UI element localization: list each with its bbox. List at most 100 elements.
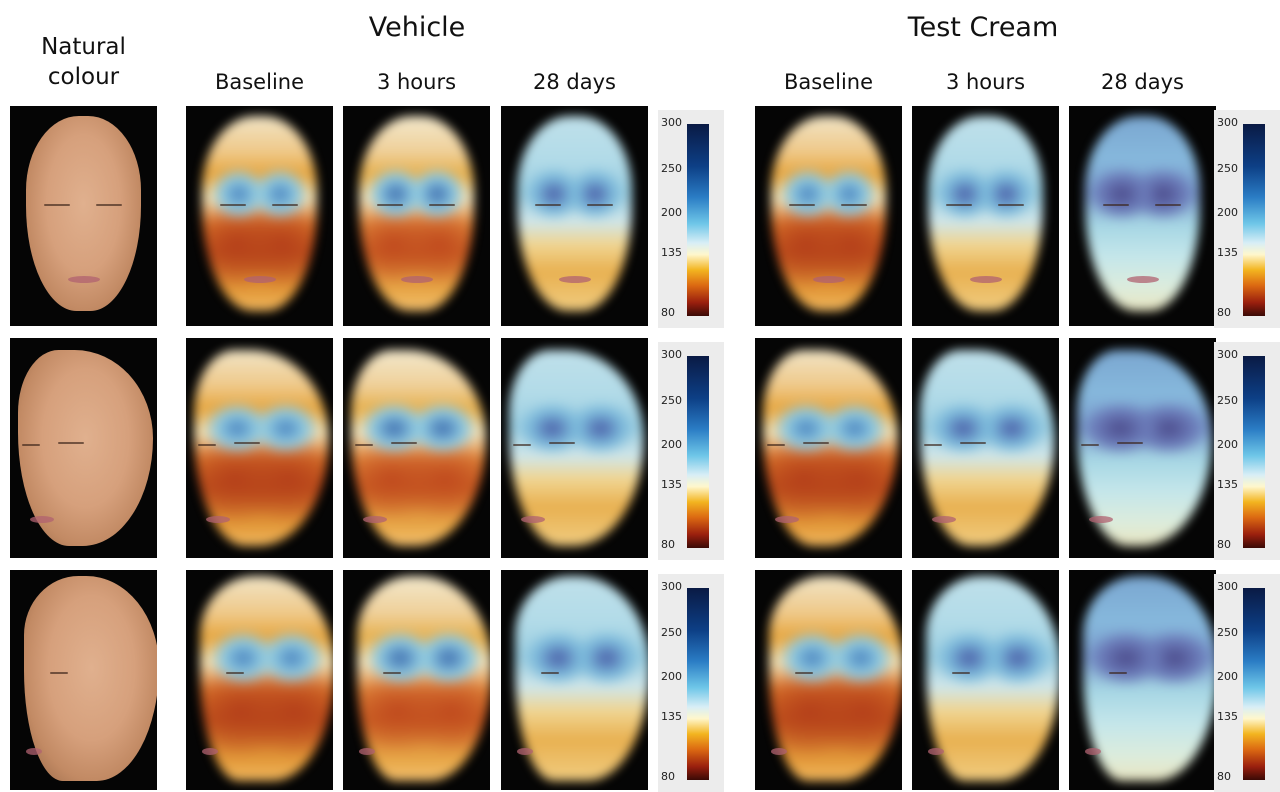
hydration-overlay xyxy=(357,576,490,781)
cream-3-hours-title: 3 hours xyxy=(945,70,1026,94)
lips xyxy=(521,516,545,523)
eye xyxy=(226,672,244,674)
face xyxy=(769,576,902,781)
cream-3-hours-heatmap-profile xyxy=(912,570,1059,790)
hydration-overlay xyxy=(1083,576,1216,781)
vehicle-baseline-title: Baseline xyxy=(214,70,305,94)
scale-tick-label: 200 xyxy=(1217,438,1238,451)
lips xyxy=(401,276,433,283)
right-eye xyxy=(391,442,417,444)
lips xyxy=(928,748,944,755)
colour-scale-bar xyxy=(687,124,709,316)
scale-tick-label: 300 xyxy=(1217,580,1238,593)
cream-colour-scale-profile: 300 250 200 135 80 xyxy=(1214,574,1280,792)
hydration-overlay xyxy=(515,576,648,781)
cream-28-days-heatmap-three-quarter xyxy=(1069,338,1216,558)
right-eye xyxy=(234,442,260,444)
right-eye xyxy=(549,442,575,444)
vehicle-group-title: Vehicle xyxy=(368,12,466,43)
right-eye xyxy=(960,442,986,444)
face xyxy=(517,116,632,311)
scale-tick-label: 135 xyxy=(1217,710,1238,723)
right-eye xyxy=(587,204,613,206)
face xyxy=(194,350,329,546)
hydration-overlay xyxy=(763,350,898,546)
scale-tick-label: 200 xyxy=(661,438,682,451)
cream-3-hours-heatmap-three-quarter xyxy=(912,338,1059,558)
left-eye xyxy=(946,204,972,206)
lips xyxy=(244,276,276,283)
left-eye xyxy=(22,444,40,446)
hydration-overlay xyxy=(509,350,644,546)
right-eye xyxy=(998,204,1024,206)
natural-photo-profile xyxy=(10,570,157,790)
scale-tick-label: 80 xyxy=(661,770,675,783)
vehicle-baseline-heatmap-three-quarter xyxy=(186,338,333,558)
lips xyxy=(775,516,799,523)
scale-tick-label: 300 xyxy=(1217,116,1238,129)
face xyxy=(928,116,1043,311)
lips xyxy=(1089,516,1113,523)
scale-tick-label: 300 xyxy=(1217,348,1238,361)
left-eye xyxy=(44,204,70,206)
scale-tick-label: 200 xyxy=(1217,670,1238,683)
left-eye xyxy=(513,444,531,446)
colour-scale-bar xyxy=(1243,588,1265,780)
natural-colour-title-line2: colour xyxy=(47,64,120,90)
colour-scale-bar xyxy=(1243,124,1265,316)
right-eye xyxy=(429,204,455,206)
face xyxy=(18,350,153,546)
vehicle-28-days-title: 28 days xyxy=(533,70,616,94)
scale-tick-label: 250 xyxy=(661,162,682,175)
scale-tick-label: 200 xyxy=(661,206,682,219)
left-eye xyxy=(377,204,403,206)
hydration-overlay xyxy=(351,350,486,546)
left-eye xyxy=(355,444,373,446)
face xyxy=(763,350,898,546)
cream-baseline-heatmap-three-quarter xyxy=(755,338,902,558)
left-eye xyxy=(198,444,216,446)
face xyxy=(920,350,1055,546)
face xyxy=(1085,116,1200,311)
vehicle-3-hours-heatmap-profile xyxy=(343,570,490,790)
lips xyxy=(559,276,591,283)
lips xyxy=(363,516,387,523)
scale-tick-label: 250 xyxy=(1217,626,1238,639)
right-eye xyxy=(96,204,122,206)
hydration-overlay xyxy=(920,350,1055,546)
cream-baseline-heatmap-frontal xyxy=(755,106,902,326)
hydration-overlay xyxy=(194,350,329,546)
face xyxy=(357,576,490,781)
vehicle-28-days-heatmap-profile xyxy=(501,570,648,790)
cream-baseline-title: Baseline xyxy=(783,70,874,94)
scale-tick-label: 250 xyxy=(1217,162,1238,175)
scale-tick-label: 135 xyxy=(1217,246,1238,259)
scale-tick-label: 135 xyxy=(661,478,682,491)
cream-28-days-heatmap-profile xyxy=(1069,570,1216,790)
eye xyxy=(541,672,559,674)
vehicle-colour-scale-three-quarter: 300 250 200 135 80 xyxy=(658,342,724,560)
left-eye xyxy=(924,444,942,446)
eye xyxy=(383,672,401,674)
lips xyxy=(1127,276,1159,283)
hydration-overlay xyxy=(1077,350,1212,546)
hydration-overlay xyxy=(926,576,1059,781)
natural-colour-title: Natural colour xyxy=(10,32,157,92)
lips xyxy=(970,276,1002,283)
vehicle-colour-scale-profile: 300 250 200 135 80 xyxy=(658,574,724,792)
eye xyxy=(1109,672,1127,674)
lips xyxy=(517,748,533,755)
face xyxy=(509,350,644,546)
scale-tick-label: 135 xyxy=(1217,478,1238,491)
face xyxy=(359,116,474,311)
scale-tick-label: 80 xyxy=(661,538,675,551)
lips xyxy=(30,516,54,523)
eye xyxy=(952,672,970,674)
lips xyxy=(206,516,230,523)
face xyxy=(202,116,317,311)
cream-28-days-title: 28 days xyxy=(1101,70,1184,94)
vehicle-28-days-heatmap-frontal xyxy=(501,106,648,326)
natural-photo-frontal xyxy=(10,106,157,326)
left-eye xyxy=(1103,204,1129,206)
cream-colour-scale-three-quarter: 300 250 200 135 80 xyxy=(1214,342,1280,560)
